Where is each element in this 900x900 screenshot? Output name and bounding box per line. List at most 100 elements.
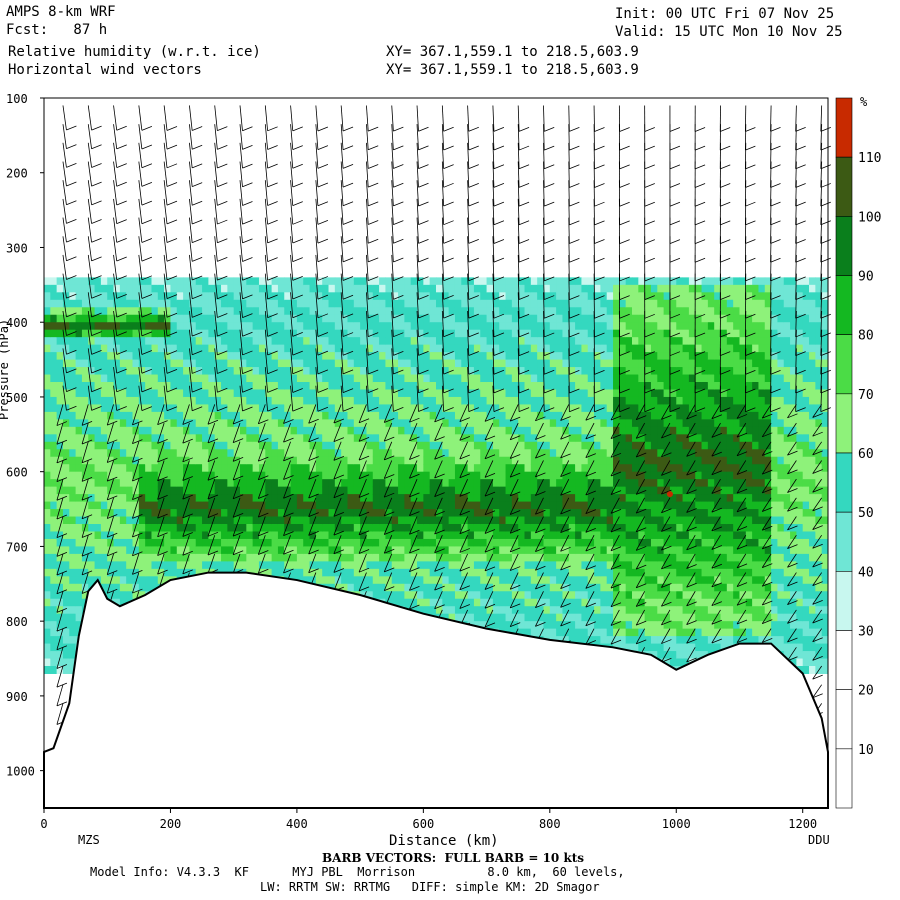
heat-cell: [183, 382, 190, 390]
heat-cell: [423, 441, 431, 450]
heat-cell: [81, 277, 89, 286]
heat-cell: [410, 284, 418, 293]
heat-cell: [214, 277, 222, 286]
heat-cell: [499, 344, 507, 353]
heat-cell: [423, 591, 431, 600]
heat-cell: [404, 524, 412, 532]
heat-cell: [467, 404, 475, 413]
heat-cell: [549, 568, 557, 577]
heat-cell: [138, 337, 146, 346]
heat-cell: [189, 516, 197, 525]
heat-cell: [619, 434, 627, 443]
heat-cell: [69, 441, 77, 450]
heat-cell: [252, 449, 260, 458]
heat-cell: [303, 531, 311, 540]
heat-cell: [556, 613, 563, 622]
heat-cell: [240, 404, 247, 413]
heat-cell: [81, 471, 89, 480]
heat-cell: [208, 322, 216, 331]
heat-cell: [138, 494, 146, 503]
heat-cell: [334, 411, 342, 420]
heat-cell: [271, 486, 279, 495]
heat-cell: [492, 524, 500, 532]
heat-cell: [246, 553, 254, 562]
heat-cell: [69, 419, 77, 428]
heat-cell: [543, 299, 551, 308]
heat-cell: [587, 396, 595, 405]
heat-cell: [518, 337, 526, 346]
heat-cell: [189, 524, 197, 532]
heat-cell: [454, 606, 462, 615]
heat-cell: [246, 486, 254, 495]
heat-cell: [119, 329, 127, 338]
heat-cell: [322, 441, 330, 450]
heat-cell: [94, 322, 102, 331]
heat-cell: [511, 546, 519, 555]
heat-cell: [315, 524, 323, 532]
heat-cell: [113, 359, 121, 368]
heat-cell: [562, 344, 570, 353]
heat-cell: [423, 471, 431, 480]
heat-cell: [486, 501, 494, 510]
heat-cell: [638, 329, 646, 338]
heat-cell: [113, 494, 121, 503]
heat-cell: [556, 359, 563, 368]
heat-cell: [613, 329, 620, 338]
heat-cell: [511, 307, 519, 316]
heat-cell: [157, 299, 165, 308]
heat-cell: [511, 374, 519, 383]
heat-cell: [524, 501, 532, 510]
heat-cell: [505, 307, 513, 316]
heat-cell: [505, 591, 513, 600]
heat-cell: [632, 636, 639, 645]
heat-cell: [423, 314, 431, 323]
heat-cell: [258, 367, 266, 376]
heat-cell: [208, 277, 216, 286]
heat-cell: [385, 337, 393, 346]
heat-cell: [391, 434, 399, 443]
heat-cell: [50, 284, 58, 293]
heat-cell: [499, 479, 507, 488]
heat-cell: [334, 299, 342, 308]
heat-cell: [176, 486, 184, 495]
heat-cell: [360, 456, 367, 465]
heat-cell: [126, 568, 134, 577]
heat-cell: [75, 546, 83, 555]
heat-cell: [44, 516, 51, 525]
heat-cell: [303, 494, 311, 503]
heat-cell: [556, 456, 563, 465]
heat-cell: [290, 538, 298, 547]
heat-cell: [391, 524, 399, 532]
heat-cell: [562, 449, 570, 458]
heat-cell: [436, 538, 443, 547]
heat-cell: [132, 471, 140, 480]
heat-cell: [391, 591, 399, 600]
heat-cell: [176, 359, 184, 368]
heat-cell: [88, 449, 96, 458]
heat-cell: [334, 509, 342, 518]
heat-cell: [164, 411, 171, 420]
heat-cell: [575, 322, 582, 331]
heat-cell: [138, 561, 146, 570]
heat-cell: [271, 501, 279, 510]
heat-cell: [328, 434, 336, 443]
heat-cell: [625, 367, 633, 376]
heat-cell: [227, 486, 235, 495]
heat-cell: [176, 553, 184, 562]
heat-cell: [183, 344, 190, 353]
heat-cell: [252, 538, 260, 547]
heat-cell: [94, 382, 102, 390]
heat-cell: [157, 538, 165, 547]
heat-cell: [145, 277, 152, 286]
heat-cell: [132, 329, 140, 338]
heat-cell: [214, 292, 222, 301]
heat-cell: [328, 367, 336, 376]
heat-cell: [208, 486, 216, 495]
heat-cell: [81, 553, 89, 562]
heat-cell: [556, 292, 563, 301]
heat-cell: [562, 314, 570, 323]
heat-cell: [480, 509, 488, 518]
heat-cell: [606, 329, 614, 338]
heat-cell: [410, 292, 418, 301]
heat-cell: [486, 531, 494, 540]
